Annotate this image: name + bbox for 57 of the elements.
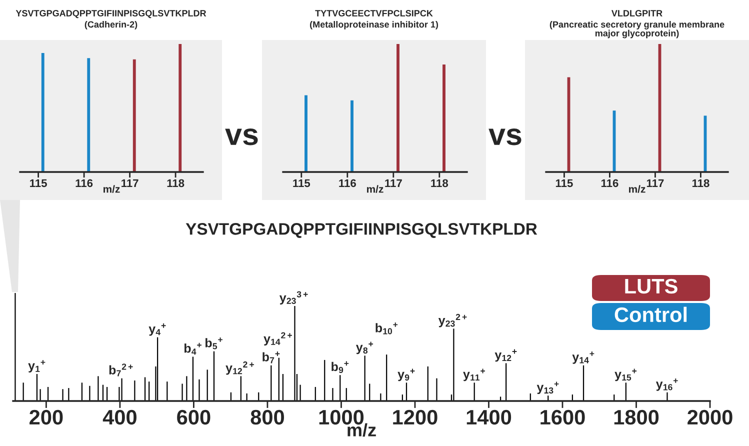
x-tick-label: 600: [177, 410, 210, 425]
x-tick-label: 117: [646, 179, 664, 187]
annotation: y$_{1}$$^{+}$: [28, 360, 46, 372]
text: LUTS: [625, 278, 678, 294]
annotation: b$_{10}$$^{+}$: [376, 322, 398, 334]
annotation: b$_{9}$$^{+}$: [332, 361, 349, 374]
x-axis-title: m/z: [104, 185, 120, 193]
annotation: y$_{12}$$^{+}$: [494, 349, 517, 362]
annotation: y$_{8}$$^{+}$: [356, 342, 374, 354]
text: Control: [614, 306, 687, 322]
x-tick-label: 118: [167, 179, 184, 188]
chart-title: YSVTGPGADQPPTGIFIINPISGQLSVTKPLDR: [16, 10, 206, 18]
x-tick-label: 1600: [540, 410, 585, 425]
annotation: y$_{4}$$^{+}$: [148, 323, 166, 336]
annotation: b$_{4}$$^{+}$: [184, 342, 202, 355]
chart-title: VLDLGPITR: [611, 10, 662, 16]
x-tick-label: 115: [30, 179, 47, 188]
annotation: y$_{13}$$^{+}$: [536, 382, 559, 394]
x-axis-title: m/z: [348, 423, 376, 437]
x-tick-label: 115: [556, 179, 573, 188]
chart-subtitle: (Cadherin-2): [84, 21, 138, 30]
x-tick-label: 1000: [319, 410, 364, 425]
x-tick-label: 116: [601, 179, 618, 188]
x-tick-label: 118: [431, 179, 448, 188]
chart-subtitle: (Pancreatic secretory granule membrane major glycoprotein): [550, 21, 724, 38]
chart-title: YSVTGPGADQPPTGIFIINPISGQLSVTKPLDR: [186, 223, 538, 238]
annotation: b$_{5}$$^{+}$: [206, 337, 222, 350]
x-axis-title: m/z: [367, 185, 384, 193]
x-tick-label: 118: [692, 179, 710, 188]
chart-subtitle: (Metalloproteinase inhibitor 1): [310, 21, 438, 30]
x-tick-label: 1200: [393, 410, 438, 425]
x-tick-label: 400: [102, 410, 136, 425]
annotation: y$_{14}$$^{2+}$: [264, 332, 292, 346]
x-tick-label: 117: [385, 179, 402, 187]
annotation: y$_{23}$$^{2+}$: [438, 314, 467, 328]
x-tick-label: 117: [122, 179, 138, 187]
text: vs: [488, 128, 522, 146]
x-tick-label: 115: [293, 179, 310, 188]
x-tick-label: 800: [250, 410, 284, 425]
annotation: y$_{11}$$^{+}$: [463, 368, 485, 382]
x-tick-label: 2000: [688, 410, 732, 425]
x-tick-label: 200: [30, 410, 63, 425]
annotation: y$_{12}$$^{2+}$: [226, 361, 254, 375]
annotation: y$_{15}$$^{+}$: [614, 368, 637, 382]
annotation: b$_{7}$$^{2+}$: [109, 364, 133, 376]
text: vs: [225, 128, 258, 146]
annotation: y$_{9}$$^{+}$: [398, 368, 415, 382]
x-axis-title: m/z: [629, 185, 646, 193]
chart-title: TYTVGCEECTVFPCLSIPCK: [315, 10, 433, 16]
annotation: y$_{16}$$^{+}$: [656, 378, 678, 391]
x-tick-label: 116: [339, 179, 356, 188]
annotation: y$_{14}$$^{+}$: [572, 351, 594, 364]
annotation: y$_{23}$$^{3+}$: [279, 291, 308, 305]
x-tick-label: 116: [76, 179, 93, 188]
annotation: b$_{7}$$^{+}$: [262, 352, 280, 364]
x-tick-label: 1400: [466, 410, 512, 425]
x-tick-label: 1800: [614, 410, 659, 425]
